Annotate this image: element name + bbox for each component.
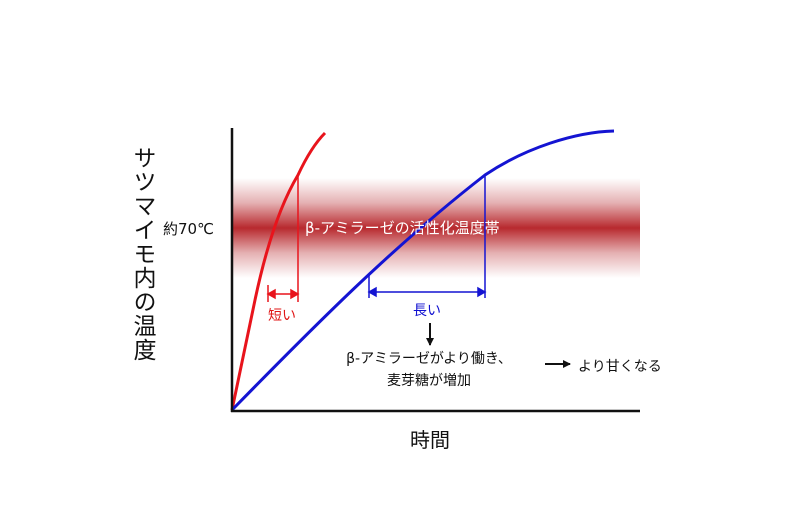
y-axis-label: サツマイモ内の温度 xyxy=(129,146,155,362)
short-label: 短い xyxy=(268,308,296,324)
band-label: β-アミラーゼの活性化温度帯 xyxy=(305,219,500,237)
x-axis-label: 時間 xyxy=(410,428,450,452)
long-label: 長い xyxy=(413,303,441,319)
long-duration-marker xyxy=(367,175,487,298)
result-label: より甘くなる xyxy=(578,359,662,375)
slow-heating-curve xyxy=(230,129,615,412)
temperature-mark: 約70℃ xyxy=(163,220,214,238)
short-duration-marker xyxy=(266,175,300,302)
activation-band xyxy=(232,178,640,278)
effect-note: β-アミラーゼがより働き、 麦芽糖が増加 xyxy=(318,348,540,392)
effect-note-line2: 麦芽糖が増加 xyxy=(387,373,471,389)
fast-heating-curve xyxy=(230,131,327,411)
effect-note-line1: β-アミラーゼがより働き、 xyxy=(346,351,512,367)
